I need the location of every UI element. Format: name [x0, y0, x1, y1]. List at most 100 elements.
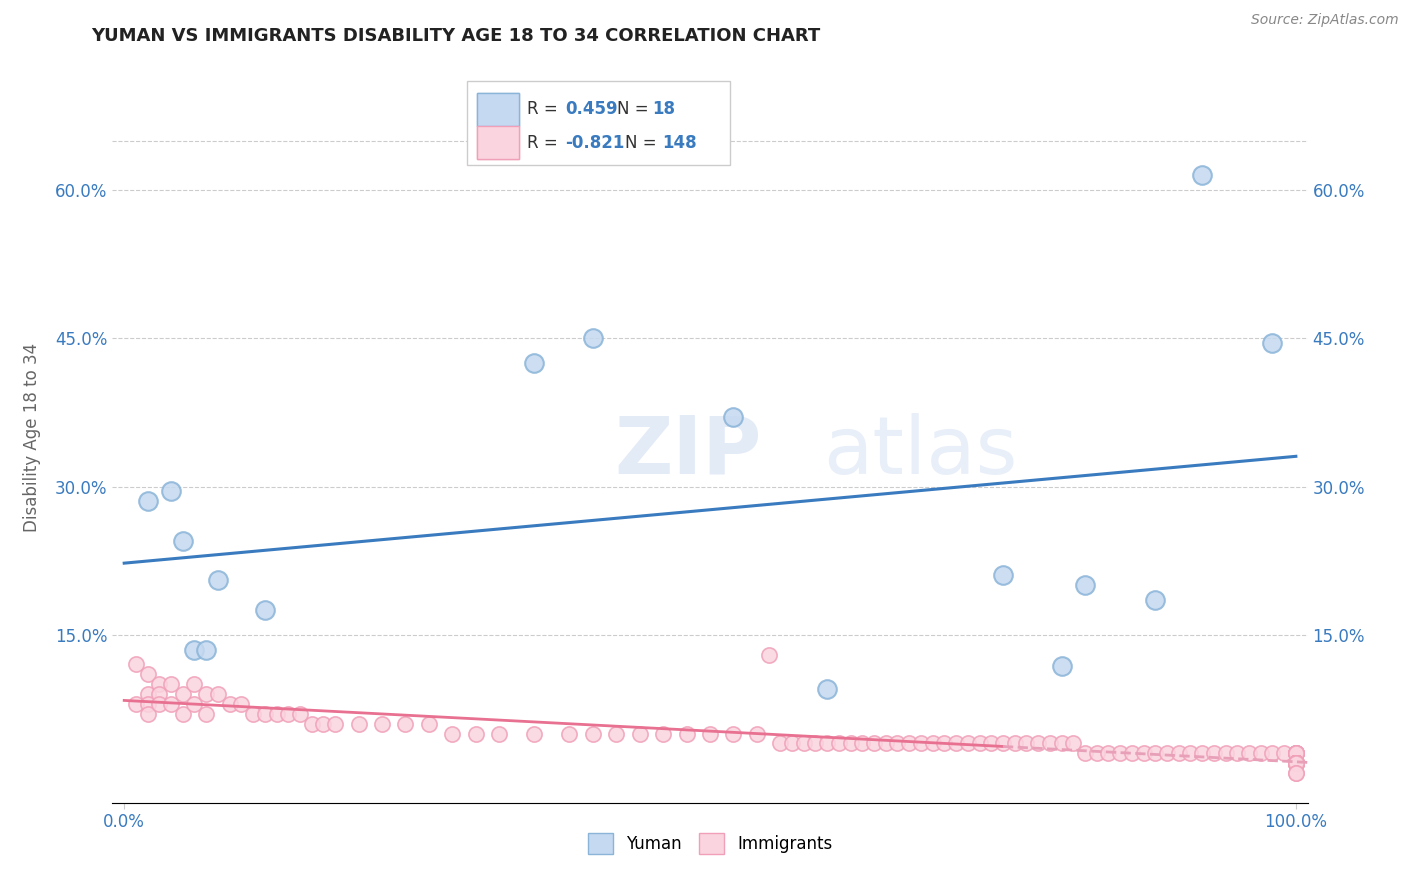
- Point: [605, 726, 627, 740]
- Point: [1261, 747, 1284, 761]
- Point: [921, 737, 943, 751]
- Point: [125, 657, 148, 672]
- Point: [1285, 756, 1308, 771]
- Point: [1109, 747, 1132, 761]
- Point: [301, 716, 323, 731]
- Point: [1062, 737, 1084, 751]
- Point: [288, 706, 311, 721]
- Text: atlas: atlas: [824, 413, 1018, 491]
- Text: ZIP: ZIP: [614, 413, 762, 491]
- Point: [1285, 756, 1308, 771]
- Point: [769, 737, 792, 751]
- Point: [1285, 756, 1308, 771]
- Point: [1167, 747, 1189, 761]
- Point: [582, 331, 605, 345]
- Text: YUMAN VS IMMIGRANTS DISABILITY AGE 18 TO 34 CORRELATION CHART: YUMAN VS IMMIGRANTS DISABILITY AGE 18 TO…: [91, 27, 821, 45]
- Point: [1285, 756, 1308, 771]
- Point: [1285, 756, 1308, 771]
- Point: [1285, 756, 1308, 771]
- Point: [1004, 737, 1026, 751]
- Point: [172, 687, 194, 701]
- Point: [1285, 756, 1308, 771]
- Point: [523, 726, 546, 740]
- Point: [1285, 756, 1308, 771]
- Point: [148, 677, 170, 691]
- Point: [1285, 756, 1308, 771]
- Point: [934, 737, 956, 751]
- Point: [1039, 737, 1062, 751]
- Point: [1132, 747, 1154, 761]
- Point: [148, 697, 170, 711]
- Text: 148: 148: [662, 134, 697, 152]
- Point: [1272, 747, 1295, 761]
- Point: [1250, 747, 1272, 761]
- Point: [1285, 756, 1308, 771]
- Point: [1285, 756, 1308, 771]
- Point: [828, 737, 851, 751]
- Point: [207, 574, 229, 588]
- Point: [780, 737, 803, 751]
- Point: [371, 716, 394, 731]
- Point: [1285, 756, 1308, 771]
- Point: [1097, 747, 1119, 761]
- Point: [1050, 659, 1073, 673]
- Point: [1285, 756, 1308, 771]
- Text: R =: R =: [527, 134, 564, 152]
- Point: [253, 603, 276, 617]
- Point: [148, 687, 170, 701]
- Y-axis label: Disability Age 18 to 34: Disability Age 18 to 34: [24, 343, 41, 532]
- Point: [1285, 756, 1308, 771]
- Point: [195, 706, 218, 721]
- Point: [628, 726, 651, 740]
- Point: [1050, 737, 1073, 751]
- Point: [1285, 756, 1308, 771]
- Point: [231, 697, 253, 711]
- Point: [1285, 756, 1308, 771]
- Point: [253, 706, 276, 721]
- Point: [875, 737, 897, 751]
- Point: [1285, 756, 1308, 771]
- Point: [1285, 756, 1308, 771]
- Point: [910, 737, 932, 751]
- Point: [1285, 756, 1308, 771]
- Point: [1285, 747, 1308, 761]
- Point: [323, 716, 346, 731]
- Point: [1202, 747, 1225, 761]
- FancyBboxPatch shape: [477, 126, 519, 159]
- Point: [980, 737, 1002, 751]
- Point: [758, 648, 780, 662]
- Point: [1074, 747, 1097, 761]
- Point: [277, 706, 299, 721]
- Point: [863, 737, 886, 751]
- Point: [488, 726, 510, 740]
- Point: [523, 356, 546, 370]
- Point: [1285, 756, 1308, 771]
- Point: [1285, 756, 1308, 771]
- Point: [1191, 747, 1213, 761]
- Point: [207, 687, 229, 701]
- Point: [1285, 756, 1308, 771]
- Point: [1285, 756, 1308, 771]
- Text: R =: R =: [527, 101, 564, 119]
- Point: [394, 716, 416, 731]
- Point: [1285, 747, 1308, 761]
- Point: [1180, 747, 1202, 761]
- Point: [1026, 737, 1049, 751]
- Point: [675, 726, 697, 740]
- Point: [1285, 756, 1308, 771]
- Point: [218, 697, 240, 711]
- Point: [1285, 756, 1308, 771]
- Legend: Yuman, Immigrants: Yuman, Immigrants: [581, 827, 839, 860]
- Point: [183, 697, 205, 711]
- Point: [1285, 756, 1308, 771]
- Point: [1285, 756, 1308, 771]
- Point: [1285, 756, 1308, 771]
- Point: [242, 706, 264, 721]
- Point: [1215, 747, 1237, 761]
- Text: 0.459: 0.459: [565, 101, 619, 119]
- Point: [652, 726, 675, 740]
- Point: [125, 697, 148, 711]
- Point: [1121, 747, 1143, 761]
- Point: [1285, 756, 1308, 771]
- Point: [1285, 747, 1308, 761]
